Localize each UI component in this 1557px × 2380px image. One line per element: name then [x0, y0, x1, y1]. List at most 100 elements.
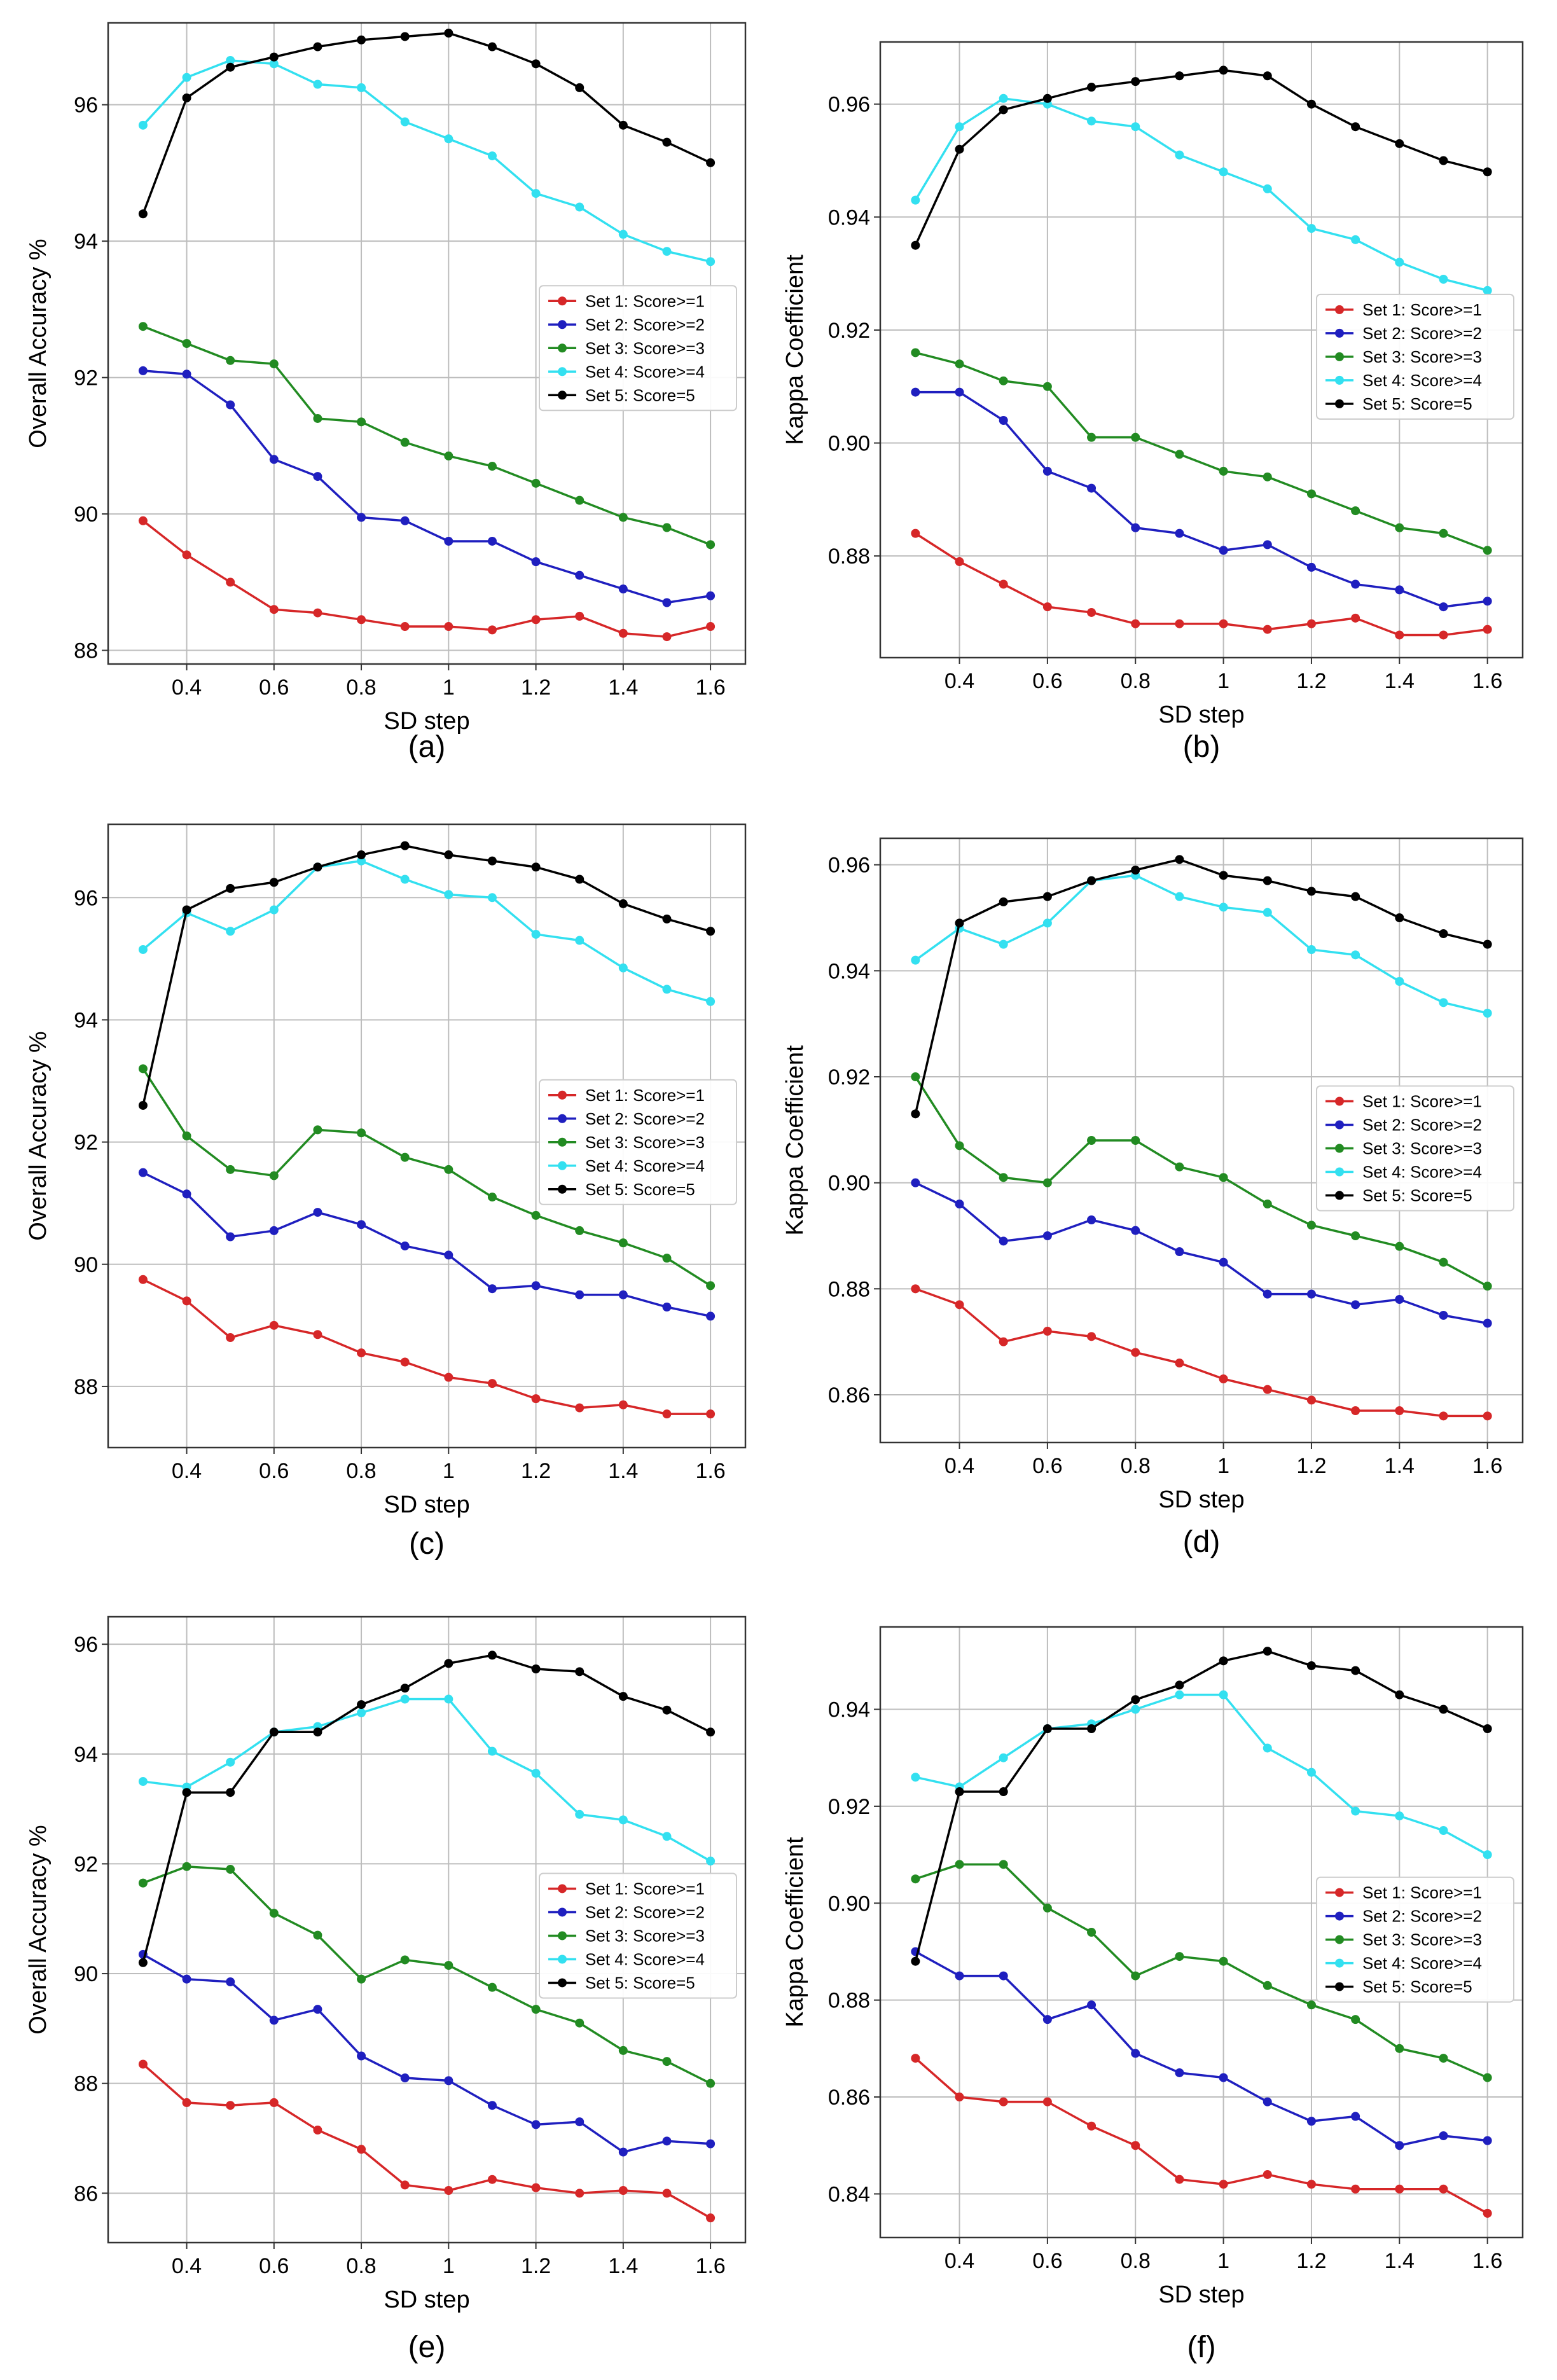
data-point	[357, 1220, 366, 1229]
y-tick-label: 0.86	[828, 1383, 870, 1408]
data-point	[1131, 2049, 1140, 2058]
data-point	[662, 523, 672, 532]
data-point	[182, 905, 191, 915]
data-point	[400, 438, 410, 447]
data-point	[1351, 2184, 1360, 2194]
x-tick-label: 0.4	[945, 1454, 974, 1478]
data-point	[575, 495, 585, 505]
data-point	[1042, 1231, 1052, 1240]
data-point	[182, 73, 191, 82]
data-point	[662, 137, 672, 147]
data-point	[1306, 489, 1316, 499]
series-line	[142, 59, 711, 263]
data-point	[911, 955, 920, 965]
legend-label: Set 2: Score>=2	[585, 1109, 705, 1128]
data-point	[1087, 1136, 1097, 1145]
legend-swatch-marker	[558, 1955, 567, 1964]
series-line	[915, 351, 1488, 551]
data-point	[1042, 602, 1052, 612]
data-point	[1175, 71, 1184, 81]
data-point	[1483, 2073, 1492, 2082]
data-point	[1483, 2208, 1492, 2218]
y-tick-label: 0.94	[828, 205, 870, 230]
chart-panel-a: 0.4 0.6 0.8 1 1.2 1.4 1.6 88 90 92 94 96 SD step Over…	[25, 22, 747, 764]
data-point	[706, 927, 716, 936]
y-tick-label: 92	[74, 1131, 98, 1155]
legend-swatch-marker	[558, 343, 567, 353]
data-point	[400, 1684, 410, 1693]
legend-label: Set 4: Score>=4	[585, 1949, 705, 1968]
x-tick-label: 0.4	[945, 669, 974, 693]
data-point	[1483, 625, 1492, 634]
data-point	[226, 1788, 235, 1797]
data-point	[1483, 597, 1492, 606]
y-tick-label: 94	[74, 1008, 98, 1032]
data-point	[706, 2079, 716, 2088]
panel-caption: (e)	[408, 2330, 446, 2364]
x-tick-label: 1.2	[521, 2254, 551, 2278]
data-point	[269, 605, 279, 614]
data-point	[313, 862, 322, 872]
data-point	[1395, 2044, 1404, 2053]
data-point	[955, 1971, 964, 1981]
data-point	[1131, 122, 1140, 132]
data-point	[487, 1982, 497, 1992]
x-tick-label: 0.4	[172, 675, 202, 700]
y-axis-label: Kappa Coefficient	[782, 1837, 808, 2028]
data-point	[1395, 1242, 1404, 1251]
data-point	[182, 370, 191, 379]
data-point	[1351, 613, 1360, 623]
x-tick-label: 0.8	[1121, 2249, 1151, 2273]
data-point	[706, 158, 716, 167]
data-point	[1351, 1406, 1360, 1415]
data-point	[487, 42, 497, 52]
x-axis-label: SD step	[384, 2287, 469, 2313]
data-point	[138, 1776, 148, 1786]
data-point	[706, 1409, 716, 1419]
data-point	[357, 83, 366, 92]
data-point	[400, 841, 410, 850]
y-tick-label: 0.94	[828, 1698, 870, 1722]
data-point	[618, 585, 628, 594]
y-tick-label: 92	[74, 366, 98, 391]
data-point	[1351, 2015, 1360, 2024]
data-point	[531, 2120, 541, 2129]
y-tick-label: 0.90	[828, 1172, 870, 1196]
x-tick-label: 0.6	[1032, 1454, 1062, 1478]
data-point	[618, 120, 628, 130]
legend-label: Set 4: Score>=4	[1362, 1954, 1482, 1973]
data-point	[226, 1232, 235, 1242]
x-tick-label: 0.8	[346, 1459, 376, 1483]
series-1	[138, 2059, 716, 2223]
data-point	[1042, 466, 1052, 476]
legend-box	[539, 1872, 737, 1999]
data-point	[1263, 2169, 1272, 2179]
legend: Set 1: Score>=1 Set 2: Score>=2 Set 3: Sco…	[539, 1872, 737, 1999]
data-point	[999, 939, 1008, 949]
data-point	[400, 2180, 410, 2190]
data-point	[999, 1337, 1008, 1346]
data-point	[1175, 150, 1184, 160]
series-line	[142, 1278, 711, 1415]
data-point	[1439, 1411, 1448, 1421]
data-point	[1131, 1971, 1140, 1981]
data-point	[1087, 483, 1097, 493]
data-point	[1395, 1690, 1404, 1699]
series-5	[138, 29, 716, 219]
data-point	[1306, 2000, 1316, 2010]
data-point	[1219, 1956, 1228, 1966]
legend-swatch-marker	[1335, 1167, 1344, 1177]
legend-label: Set 3: Score>=3	[585, 1133, 705, 1152]
series-line	[915, 532, 1488, 637]
series-line	[914, 1076, 1488, 1287]
panel-caption: (c)	[409, 1527, 445, 1561]
data-point	[400, 622, 410, 632]
data-point	[400, 2073, 410, 2083]
series-3	[911, 1072, 1492, 1291]
y-tick-label: 88	[74, 2072, 98, 2096]
x-tick-label: 1	[1217, 669, 1229, 693]
data-point	[662, 1303, 672, 1312]
data-point	[1131, 1695, 1140, 1705]
legend-swatch-marker	[1335, 1120, 1344, 1130]
data-point	[1131, 2141, 1140, 2150]
